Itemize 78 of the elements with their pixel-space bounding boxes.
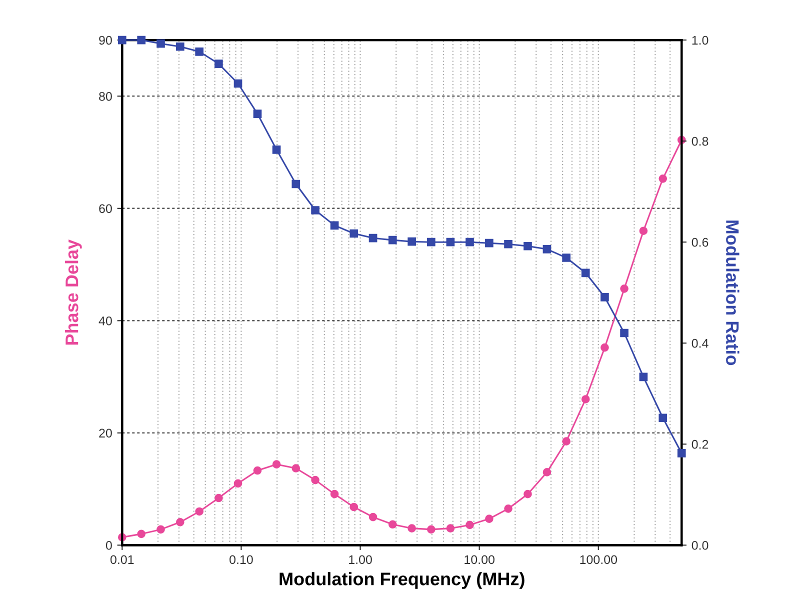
point xyxy=(195,507,204,516)
y-axis-title: Phase Delay xyxy=(65,239,82,345)
point xyxy=(292,180,300,188)
point xyxy=(234,479,242,488)
point xyxy=(542,468,552,476)
y-tick-label: 80 xyxy=(99,92,112,101)
point xyxy=(466,238,474,246)
point xyxy=(504,504,512,513)
x-axis-title: Modulation Frequency (MHz) xyxy=(280,572,524,589)
point xyxy=(156,39,165,48)
y2-axis-title: Modulation Ratio xyxy=(726,220,740,366)
point xyxy=(466,520,474,530)
x-tick-label: 100.00 xyxy=(580,555,618,564)
y-tick-label: 60 xyxy=(99,204,112,214)
point xyxy=(620,328,628,338)
point xyxy=(446,524,455,532)
point xyxy=(524,490,532,498)
point xyxy=(658,414,668,422)
y2-tick-label: 0.0 xyxy=(692,540,708,550)
point xyxy=(176,518,184,526)
point xyxy=(485,514,494,523)
x-tick-label: 10.00 xyxy=(464,555,494,564)
point xyxy=(600,292,609,302)
y2-tick-label: 0.6 xyxy=(692,238,708,247)
point xyxy=(485,238,494,248)
y2-tick-label: 0.4 xyxy=(692,338,708,348)
point xyxy=(330,490,339,498)
point xyxy=(427,525,436,534)
point xyxy=(639,226,648,236)
y2-tick-label: 1.0 xyxy=(692,36,708,45)
point xyxy=(408,237,416,246)
point xyxy=(272,145,281,154)
point xyxy=(600,343,609,352)
point xyxy=(311,476,320,484)
point xyxy=(639,372,648,382)
point xyxy=(562,254,571,262)
point xyxy=(562,437,571,446)
point xyxy=(350,229,358,238)
point xyxy=(137,530,146,538)
point xyxy=(234,79,242,88)
point xyxy=(156,525,165,534)
y-tick-label: 0 xyxy=(106,540,112,550)
point xyxy=(368,512,378,522)
y-tick-label: 20 xyxy=(99,428,112,438)
point xyxy=(446,238,455,246)
point xyxy=(658,174,668,183)
point xyxy=(272,460,281,469)
point xyxy=(427,238,436,246)
point xyxy=(137,36,146,44)
point xyxy=(677,449,686,458)
point xyxy=(214,60,223,68)
point xyxy=(542,244,552,254)
y2-tick-label: 0.8 xyxy=(692,136,708,146)
point xyxy=(388,236,397,244)
point xyxy=(408,524,416,532)
point xyxy=(176,42,184,51)
point xyxy=(195,47,204,56)
point xyxy=(581,268,590,278)
point xyxy=(292,464,300,472)
point xyxy=(581,395,590,404)
point xyxy=(524,242,532,250)
point xyxy=(118,36,126,44)
y2-tick-label: 0.2 xyxy=(692,440,708,449)
x-tick-label: 1.00 xyxy=(349,555,372,564)
point xyxy=(330,221,339,230)
point xyxy=(350,502,358,512)
point xyxy=(504,240,512,248)
y-tick-label: 40 xyxy=(98,316,112,326)
x-tick-label: 0.01 xyxy=(110,555,134,564)
point xyxy=(253,466,262,475)
point xyxy=(253,110,262,118)
point xyxy=(388,520,397,529)
point xyxy=(311,206,320,214)
point xyxy=(620,284,628,293)
y-tick-label: 90 xyxy=(99,36,112,45)
point xyxy=(368,234,378,242)
point xyxy=(214,494,223,502)
x-tick-label: 0.10 xyxy=(230,555,253,564)
